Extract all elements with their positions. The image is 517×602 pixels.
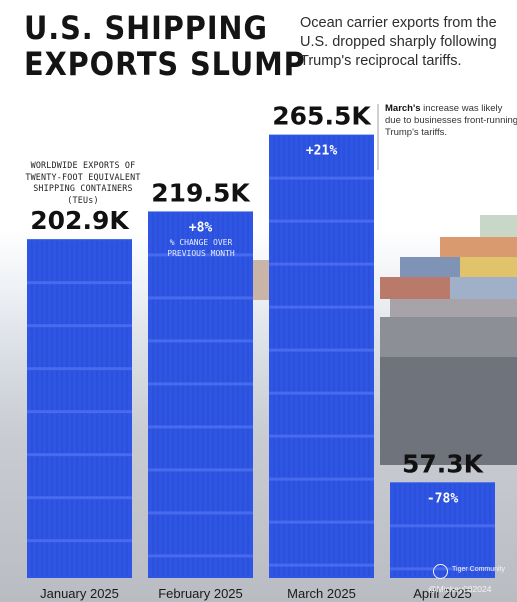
- value-label-3: 265.5K: [272, 102, 372, 131]
- category-label-1: January 2025: [40, 586, 119, 601]
- tiger-logo-icon: [433, 564, 448, 579]
- march-annotation-text: increase was likely due to businesses fr…: [385, 103, 517, 138]
- bar-2: [148, 211, 253, 578]
- y-axis-description: WORLDWIDE EXPORTS OF TWENTY-FOOT EQUIVAL…: [25, 160, 141, 205]
- bar-1: [27, 239, 132, 579]
- march-annotation: March's increase was likely due to busin…: [385, 103, 517, 139]
- title-line-2: EXPORTS SLUMP: [24, 45, 306, 83]
- value-label-4: 57.3K: [402, 449, 485, 478]
- page-title: U.S. SHIPPING EXPORTS SLUMP: [24, 10, 306, 82]
- bar-4: [390, 482, 495, 578]
- value-label-1: 202.9K: [30, 206, 130, 235]
- watermark: Tiger Community @Mickey082024: [428, 564, 506, 594]
- pct-change-description: % CHANGE OVER PREVIOUS MONTH: [167, 238, 235, 258]
- category-label-4: April 2025: [413, 586, 472, 601]
- watermark-handle: @Mickey082024: [428, 584, 492, 594]
- category-label-3: March 2025: [287, 586, 356, 601]
- pct-change-label-2: +8%: [189, 220, 213, 235]
- bar-3: [269, 134, 374, 579]
- watermark-brand: Tiger Community: [452, 566, 506, 573]
- pct-change-label-3: +21%: [306, 144, 337, 159]
- title-line-1: U.S. SHIPPING: [24, 9, 268, 47]
- pct-change-label-4: -78%: [427, 491, 458, 506]
- subtitle: Ocean carrier exports from the U.S. drop…: [300, 15, 497, 69]
- value-label-2: 219.5K: [151, 178, 251, 207]
- category-label-2: February 2025: [158, 586, 243, 601]
- march-annotation-bold: March's: [385, 103, 421, 114]
